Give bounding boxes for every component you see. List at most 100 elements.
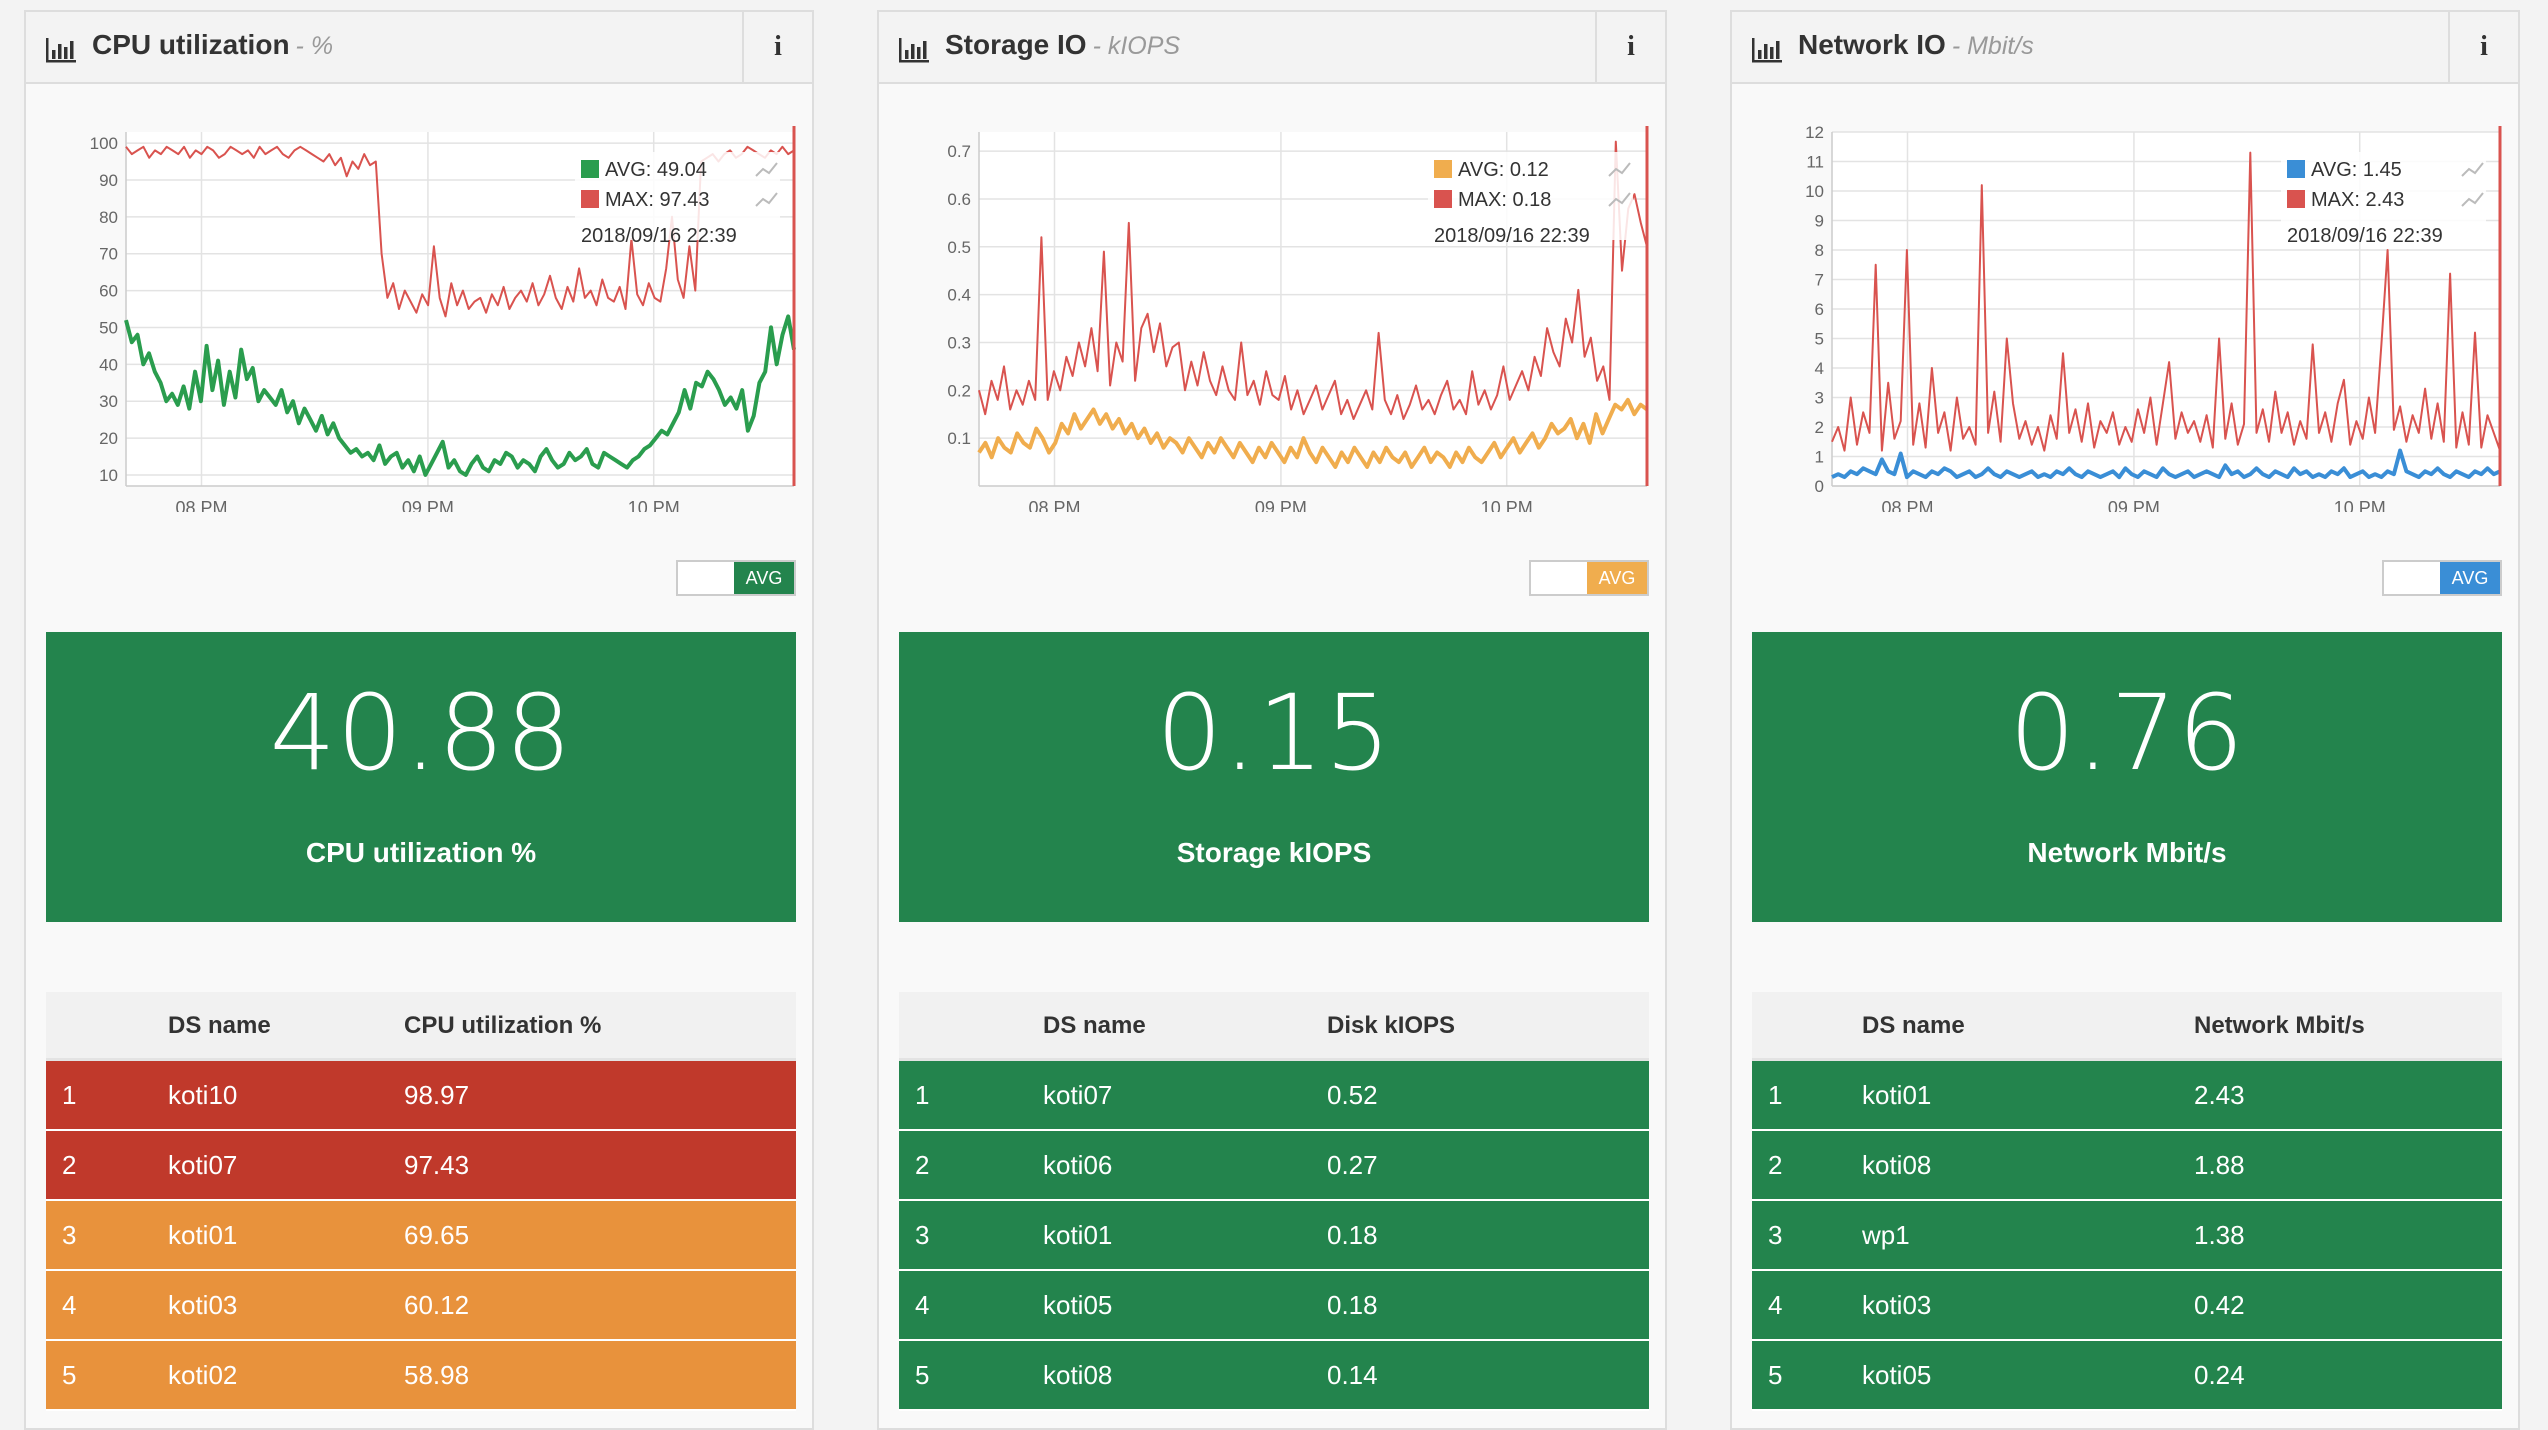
row-rank: 3 xyxy=(62,1220,77,1250)
row-value: 60.12 xyxy=(404,1290,470,1320)
legend-bg xyxy=(1428,152,1633,240)
trend-icon xyxy=(2461,192,2484,207)
table-row[interactable]: 4 koti05 0.18 xyxy=(899,1271,1649,1341)
y-tick-label: 8 xyxy=(1815,241,1824,260)
trend-icon xyxy=(2461,162,2484,177)
toggle-avg-label: AVG xyxy=(734,562,794,594)
series-line-max xyxy=(1831,151,2501,452)
row-rank: 3 xyxy=(1768,1220,1783,1250)
legend-swatch-avg xyxy=(2287,160,2305,178)
legend-label-max: MAX: 2.43 xyxy=(2311,189,2404,211)
legend-label-max: MAX: 0.18 xyxy=(1458,189,1551,211)
row-rank: 1 xyxy=(1768,1080,1783,1110)
panel-cpu-utilization: CPU utilization - % i 10 20 30 40 50 60 70 80 90 1… xyxy=(24,10,814,1430)
metric-label: Network Mbit/s xyxy=(2027,837,2227,868)
legend-swatch-max xyxy=(1434,190,1452,208)
trend-icon xyxy=(1608,192,1631,207)
table-row[interactable]: 2 koti06 0.27 xyxy=(899,1131,1649,1201)
y-tick-label: 1 xyxy=(1815,448,1824,467)
table-row[interactable]: 3 wp1 1.38 xyxy=(1752,1201,2502,1271)
avg-toggle[interactable]: AVG xyxy=(676,560,796,596)
table-row[interactable]: 5 koti02 58.98 xyxy=(46,1341,796,1411)
legend-label-avg: AVG: 49.04 xyxy=(605,159,707,181)
table-row[interactable]: 1 koti10 98.97 xyxy=(46,1061,796,1131)
legend-timestamp: 2018/09/16 22:39 xyxy=(1434,225,1590,247)
legend-swatch-max xyxy=(581,190,599,208)
table-row[interactable]: 5 koti05 0.24 xyxy=(1752,1341,2502,1411)
y-tick-label: 0.1 xyxy=(947,429,971,448)
storage-chart: 0.1 0.2 0.3 0.4 0.5 0.6 0.7 08 PM 09 PM 10 PM AVG:… xyxy=(947,126,1649,512)
y-tick-label: 11 xyxy=(1806,153,1824,172)
metric-label: CPU utilization % xyxy=(305,837,537,868)
row-value: 0.27 xyxy=(1327,1150,1378,1180)
row-ds-name: koti01 xyxy=(1862,1080,1932,1110)
row-ds-name: koti02 xyxy=(168,1360,238,1390)
legend-label-max: MAX: 97.43 xyxy=(605,189,710,211)
col-value: CPU utilization % xyxy=(404,1012,602,1039)
col-value: Network Mbit/s xyxy=(2194,1012,2365,1039)
series-line-avg xyxy=(1831,448,2501,480)
table-row[interactable]: 5 koti08 0.14 xyxy=(899,1341,1649,1411)
y-tick-label: 0.7 xyxy=(947,142,971,161)
row-ds-name: koti10 xyxy=(168,1080,238,1110)
row-rank: 2 xyxy=(62,1150,77,1180)
y-tick-label: 60 xyxy=(99,282,118,301)
y-tick-label: 0.6 xyxy=(947,190,971,209)
y-tick-label: 10 xyxy=(99,466,118,485)
row-rank: 5 xyxy=(62,1360,77,1390)
cpu-chart: 10 20 30 40 50 60 70 80 90 100 08 PM 09 PM 10 PM AVG:… xyxy=(90,126,796,512)
x-tick-label: 08 PM xyxy=(1028,498,1080,512)
col-ds-name: DS name xyxy=(1043,1012,1146,1039)
y-tick-label: 0.3 xyxy=(947,333,971,352)
info-button[interactable]: i xyxy=(1595,12,1665,82)
y-tick-label: 5 xyxy=(1815,330,1824,349)
row-ds-name: koti05 xyxy=(1043,1290,1113,1320)
row-rank: 2 xyxy=(1768,1150,1783,1180)
series-line-max xyxy=(125,145,795,318)
info-button[interactable]: i xyxy=(2448,12,2518,82)
table-row[interactable]: 4 koti03 60.12 xyxy=(46,1271,796,1341)
toggle-avg-label: AVG xyxy=(2440,562,2500,594)
ds-table: DS name Disk kIOPS 1 koti07 0.52 2 koti06 0.… xyxy=(899,992,1649,1411)
y-tick-label: 0.4 xyxy=(947,286,971,305)
avg-toggle[interactable]: AVG xyxy=(2382,560,2502,596)
y-tick-label: 40 xyxy=(99,355,118,374)
table-row[interactable]: 4 koti03 0.42 xyxy=(1752,1271,2502,1341)
trend-icon xyxy=(755,162,778,177)
y-tick-label: 20 xyxy=(99,429,118,448)
table-row[interactable]: 2 koti08 1.88 xyxy=(1752,1131,2502,1201)
y-tick-label: 4 xyxy=(1815,359,1824,378)
series-line-avg xyxy=(977,397,1649,469)
legend-swatch-avg xyxy=(581,160,599,178)
row-value: 98.97 xyxy=(404,1080,470,1110)
table-row[interactable]: 3 koti01 0.18 xyxy=(899,1201,1649,1271)
row-value: 1.38 xyxy=(2194,1220,2245,1250)
table-row[interactable]: 1 koti01 2.43 xyxy=(1752,1061,2502,1131)
table-row[interactable]: 1 koti07 0.52 xyxy=(899,1061,1649,1131)
info-button[interactable]: i xyxy=(742,12,812,82)
table-header: DS name CPU utilization % xyxy=(46,992,796,1061)
row-value: 1.88 xyxy=(2194,1150,2245,1180)
row-value: 0.18 xyxy=(1327,1290,1378,1320)
row-ds-name: wp1 xyxy=(1862,1220,1910,1250)
panel-header: Network IO - Mbit/s i xyxy=(1732,12,2518,84)
row-ds-name: koti01 xyxy=(1043,1220,1113,1250)
table-header: DS name Disk kIOPS xyxy=(899,992,1649,1061)
y-tick-label: 0 xyxy=(1815,477,1824,496)
panel-unit: - Mbit/s xyxy=(1951,32,2034,60)
row-ds-name: koti07 xyxy=(1043,1080,1113,1110)
col-ds-name: DS name xyxy=(168,1012,271,1039)
table-row[interactable]: 3 koti01 69.65 xyxy=(46,1201,796,1271)
row-rank: 4 xyxy=(1768,1290,1783,1320)
row-ds-name: koti01 xyxy=(168,1220,238,1250)
metric-tile: 0.15 Storage kIOPS xyxy=(899,632,1649,922)
avg-toggle[interactable]: AVG xyxy=(1529,560,1649,596)
row-ds-name: koti07 xyxy=(168,1150,238,1180)
table-row[interactable]: 2 koti07 97.43 xyxy=(46,1131,796,1201)
panel-title: CPU utilization - % xyxy=(92,29,334,60)
row-ds-name: koti03 xyxy=(168,1290,238,1320)
y-tick-label: 30 xyxy=(99,392,118,411)
row-value: 97.43 xyxy=(404,1150,470,1180)
row-ds-name: koti08 xyxy=(1043,1360,1113,1390)
